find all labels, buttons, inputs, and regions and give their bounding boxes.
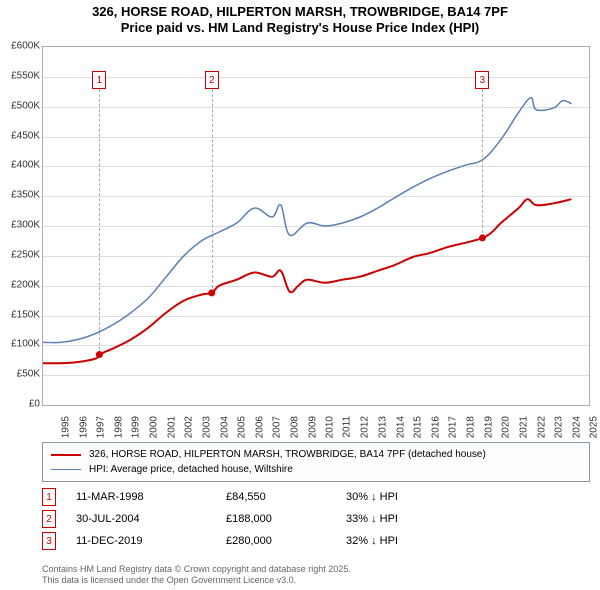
marker-box-3: 3 (475, 71, 489, 89)
footnote: Contains HM Land Registry data © Crown c… (42, 564, 351, 586)
y-tick-label: £250K (0, 249, 40, 260)
sales-marker-1: 1 (42, 488, 56, 506)
x-tick-label: 2005 (236, 416, 247, 438)
sales-marker-3: 3 (42, 532, 56, 550)
legend-label-hpi: HPI: Average price, detached house, Wilt… (89, 464, 293, 475)
y-tick-label: £50K (0, 369, 40, 380)
marker-dash (212, 89, 213, 293)
sales-delta-3: 32% ↓ HPI (346, 535, 466, 547)
title-line-2: Price paid vs. HM Land Registry's House … (0, 20, 600, 36)
x-tick-label: 2017 (448, 416, 459, 438)
grid-line (43, 77, 589, 78)
chart-title: 326, HORSE ROAD, HILPERTON MARSH, TROWBR… (0, 0, 600, 37)
x-tick-label: 1999 (131, 416, 142, 438)
sales-price-1: £84,550 (226, 491, 346, 503)
grid-line (43, 286, 589, 287)
x-tick-label: 2006 (254, 416, 265, 438)
legend-row-hpi: HPI: Average price, detached house, Wilt… (51, 462, 581, 477)
sales-delta-2: 33% ↓ HPI (346, 513, 466, 525)
legend-swatch-price (51, 454, 81, 456)
legend-swatch-hpi (51, 469, 81, 470)
series-price_paid (43, 199, 571, 363)
x-tick-label: 2009 (307, 416, 318, 438)
y-tick-label: £350K (0, 190, 40, 201)
x-tick-label: 2001 (166, 416, 177, 438)
sales-date-2: 30-JUL-2004 (76, 513, 226, 525)
x-tick-label: 1996 (78, 416, 89, 438)
x-tick-label: 2003 (201, 416, 212, 438)
footnote-line-1: Contains HM Land Registry data © Crown c… (42, 564, 351, 575)
y-tick-label: £100K (0, 339, 40, 350)
grid-line (43, 226, 589, 227)
footnote-line-2: This data is licensed under the Open Gov… (42, 575, 351, 586)
sales-date-1: 11-MAR-1998 (76, 491, 226, 503)
marker-box-2: 2 (205, 71, 219, 89)
y-tick-label: £0 (0, 399, 40, 410)
x-tick-label: 2004 (219, 416, 230, 438)
sales-delta-1: 30% ↓ HPI (346, 491, 466, 503)
y-tick-label: £600K (0, 41, 40, 52)
sales-row-2: 2 30-JUL-2004 £188,000 33% ↓ HPI (42, 508, 590, 530)
sales-date-3: 11-DEC-2019 (76, 535, 226, 547)
x-tick-label: 2012 (360, 416, 371, 438)
series-hpi (43, 98, 571, 343)
y-tick-label: £400K (0, 160, 40, 171)
x-tick-label: 2014 (395, 416, 406, 438)
y-tick-label: £550K (0, 70, 40, 81)
x-tick-label: 2020 (501, 416, 512, 438)
x-tick-label: 2013 (377, 416, 388, 438)
x-tick-label: 2002 (184, 416, 195, 438)
y-tick-label: £450K (0, 130, 40, 141)
y-tick-label: £300K (0, 220, 40, 231)
grid-line (43, 137, 589, 138)
grid-line (43, 256, 589, 257)
legend: 326, HORSE ROAD, HILPERTON MARSH, TROWBR… (42, 442, 590, 482)
y-tick-label: £150K (0, 309, 40, 320)
x-tick-label: 2016 (430, 416, 441, 438)
x-tick-label: 2018 (465, 416, 476, 438)
legend-label-price: 326, HORSE ROAD, HILPERTON MARSH, TROWBR… (89, 449, 486, 460)
y-tick-label: £200K (0, 279, 40, 290)
grid-line (43, 107, 589, 108)
x-tick-label: 2023 (553, 416, 564, 438)
marker-box-1: 1 (92, 71, 106, 89)
grid-line (43, 166, 589, 167)
x-tick-label: 2015 (413, 416, 424, 438)
x-tick-label: 1998 (113, 416, 124, 438)
sales-price-3: £280,000 (226, 535, 346, 547)
sales-row-3: 3 11-DEC-2019 £280,000 32% ↓ HPI (42, 530, 590, 552)
grid-line (43, 316, 589, 317)
title-line-1: 326, HORSE ROAD, HILPERTON MARSH, TROWBR… (0, 4, 600, 20)
x-tick-label: 1995 (60, 416, 71, 438)
marker-dash (482, 89, 483, 238)
legend-row-price: 326, HORSE ROAD, HILPERTON MARSH, TROWBR… (51, 447, 581, 462)
sales-marker-2: 2 (42, 510, 56, 528)
y-tick-label: £500K (0, 100, 40, 111)
x-tick-label: 2011 (341, 416, 352, 438)
grid-line (43, 375, 589, 376)
sales-table: 1 11-MAR-1998 £84,550 30% ↓ HPI 2 30-JUL… (42, 486, 590, 552)
marker-dash (99, 89, 100, 355)
x-tick-label: 2007 (272, 416, 283, 438)
x-tick-label: 2010 (324, 416, 335, 438)
x-tick-label: 2025 (589, 416, 600, 438)
x-tick-label: 2024 (571, 416, 582, 438)
x-tick-label: 2021 (518, 416, 529, 438)
x-tick-label: 2000 (148, 416, 159, 438)
x-tick-label: 2008 (289, 416, 300, 438)
x-tick-label: 2022 (536, 416, 547, 438)
x-tick-label: 1997 (95, 416, 106, 438)
plot-area: 1 2 3 (42, 46, 590, 406)
grid-line (43, 345, 589, 346)
sales-row-1: 1 11-MAR-1998 £84,550 30% ↓ HPI (42, 486, 590, 508)
grid-line (43, 196, 589, 197)
x-tick-label: 2019 (483, 416, 494, 438)
sales-price-2: £188,000 (226, 513, 346, 525)
chart-container: 326, HORSE ROAD, HILPERTON MARSH, TROWBR… (0, 0, 600, 590)
